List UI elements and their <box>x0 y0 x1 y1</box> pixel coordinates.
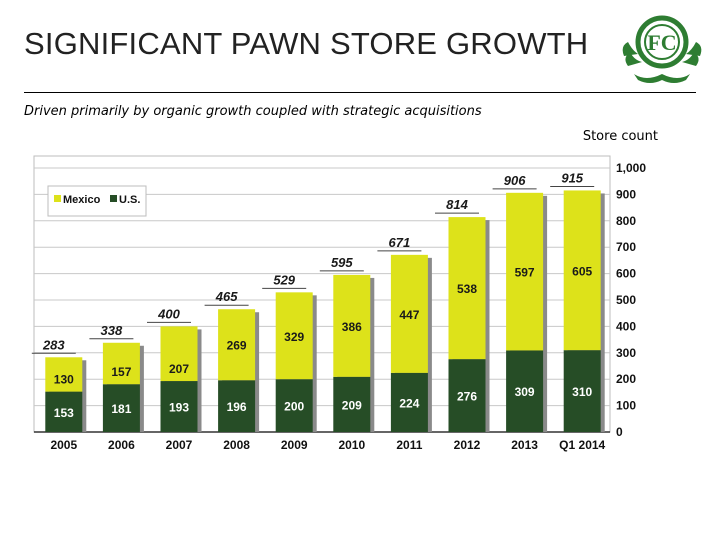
company-logo: FC <box>622 15 702 83</box>
x-tick-label: 2011 <box>396 438 422 452</box>
bar-total-label: 595 <box>331 255 353 270</box>
bar-us <box>506 350 544 432</box>
bar-us-value-label: 276 <box>457 390 477 404</box>
y-tick-label: 400 <box>616 319 636 333</box>
bar-mexico <box>160 326 198 382</box>
x-tick-label: Q1 2014 <box>559 438 605 452</box>
legend-swatch-mexico <box>54 195 61 202</box>
page-title: SIGNIFICANT PAWN STORE GROWTH <box>24 26 589 61</box>
bar-total-label: 283 <box>42 337 65 352</box>
bar-us <box>563 350 601 432</box>
bar-mexico-value-label: 538 <box>457 282 477 296</box>
bar-us-value-label: 153 <box>54 406 74 420</box>
bar-us <box>275 379 313 432</box>
bar-mexico-value-label: 597 <box>515 266 535 280</box>
bar-mexico-value-label: 130 <box>54 373 74 387</box>
bar-us <box>102 384 140 432</box>
bar-mexico <box>563 190 601 351</box>
legend-label-mexico: Mexico <box>63 194 101 206</box>
bar-mexico-value-label: 605 <box>572 264 592 278</box>
legend-label-us: U.S. <box>119 194 140 206</box>
x-tick-label: 2009 <box>281 438 308 452</box>
bar-us-value-label: 196 <box>227 400 247 414</box>
page-subtitle: Driven primarily by organic growth coupl… <box>24 104 482 119</box>
legend-swatch-us <box>110 195 117 202</box>
y-axis-unit-label: Store count <box>582 129 658 144</box>
title-divider <box>24 92 696 93</box>
bar-us <box>218 380 256 432</box>
bar-us-value-label: 209 <box>342 398 362 412</box>
bar-mexico <box>333 274 371 377</box>
bar-us <box>160 381 198 432</box>
y-tick-label: 900 <box>616 187 636 201</box>
bar-mexico <box>218 309 256 381</box>
y-tick-label: 600 <box>616 267 636 281</box>
bar-total-label: 465 <box>215 289 238 304</box>
bar-us-value-label: 200 <box>284 400 304 414</box>
bar-mexico <box>45 357 83 392</box>
bar-mexico-value-label: 269 <box>227 339 247 353</box>
y-tick-label: 500 <box>616 293 636 307</box>
bar-total-label: 400 <box>157 306 180 321</box>
y-tick-label: 800 <box>616 214 636 228</box>
x-tick-label: 2007 <box>166 438 193 452</box>
x-tick-label: 2010 <box>338 438 365 452</box>
bar-total-label: 338 <box>101 323 123 338</box>
bar-total-label: 529 <box>273 272 295 287</box>
bar-mexico <box>275 292 313 380</box>
x-tick-label: 2008 <box>223 438 250 452</box>
legend-box <box>47 185 147 217</box>
x-tick-label: 2006 <box>108 438 135 452</box>
x-tick-label: 2013 <box>511 438 538 452</box>
y-tick-label: 200 <box>616 372 636 386</box>
bar-total-label: 814 <box>446 197 468 212</box>
bar-mexico-value-label: 207 <box>169 362 189 376</box>
logo-letters: FC <box>647 30 676 55</box>
bar-mexico <box>506 192 544 351</box>
bar-us-value-label: 309 <box>515 385 535 399</box>
bar-us <box>390 372 428 432</box>
y-tick-label: 0 <box>616 425 623 439</box>
bar-mexico-value-label: 157 <box>111 365 131 379</box>
bar-total-label: 915 <box>561 170 583 185</box>
bar-mexico <box>448 217 486 360</box>
bar-us-value-label: 224 <box>399 396 419 410</box>
bar-mexico-value-label: 329 <box>284 330 304 344</box>
bar-mexico <box>102 342 140 385</box>
y-tick-label: 1,000 <box>616 161 646 175</box>
bar-total-label: 906 <box>504 173 526 188</box>
bar-us-value-label: 310 <box>572 385 592 399</box>
bar-mexico <box>390 254 428 373</box>
bar-us <box>45 391 83 432</box>
bar-us <box>333 376 371 432</box>
bar-mexico-value-label: 447 <box>399 308 419 322</box>
bar-us <box>448 359 486 432</box>
bar-us-value-label: 193 <box>169 401 189 415</box>
x-tick-label: 2005 <box>50 438 77 452</box>
bar-total-label: 671 <box>389 235 411 250</box>
y-tick-label: 700 <box>616 240 636 254</box>
y-tick-label: 300 <box>616 346 636 360</box>
y-tick-label: 100 <box>616 399 636 413</box>
bar-us-value-label: 181 <box>111 402 131 416</box>
x-tick-label: 2012 <box>454 438 481 452</box>
bar-mexico-value-label: 386 <box>342 320 362 334</box>
